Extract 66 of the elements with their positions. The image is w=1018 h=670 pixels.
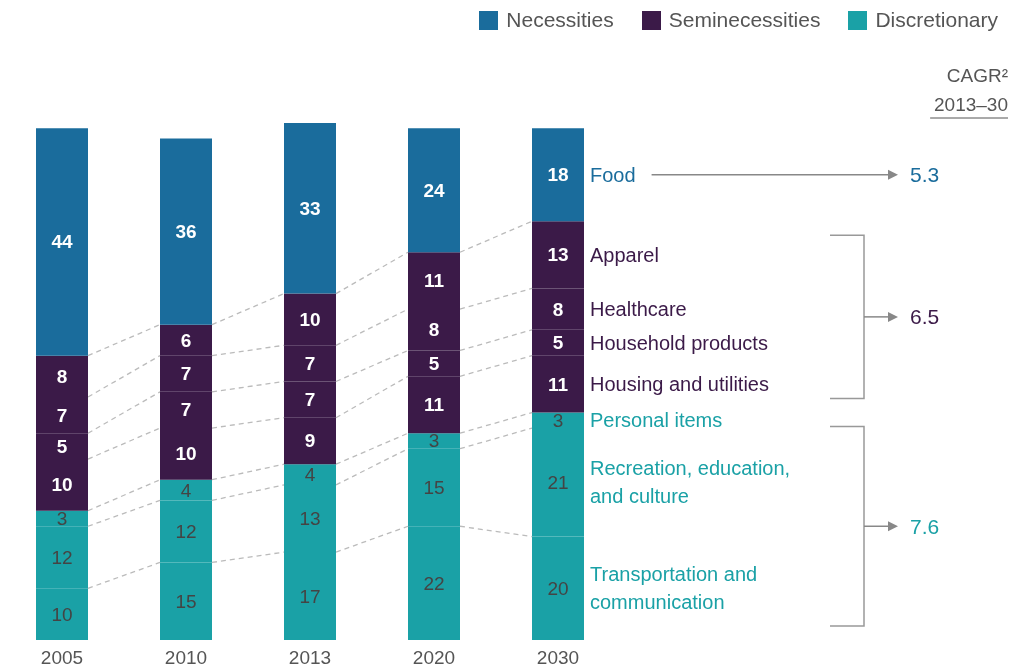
- data-label: 4: [180, 479, 192, 501]
- data-label: 33: [299, 197, 321, 219]
- series-label: Household products: [590, 331, 768, 354]
- series-label: Personal items: [590, 409, 723, 432]
- data-label: 5: [428, 352, 440, 374]
- bar: [160, 138, 212, 325]
- data-label: 11: [423, 394, 445, 416]
- text: Discretionary: [875, 8, 998, 32]
- data-label: 36: [175, 221, 197, 243]
- text: Seminecessities: [668, 8, 821, 32]
- text: Necessities: [506, 8, 614, 32]
- text: 6.5: [910, 305, 940, 329]
- data-label: 13: [547, 244, 569, 266]
- data-label: 7: [304, 352, 316, 374]
- data-label: 24: [423, 179, 445, 201]
- text: 2013–30: [934, 93, 1008, 115]
- x-tick-label: 2030: [536, 647, 580, 668]
- data-label: 10: [299, 308, 321, 330]
- data-label: 18: [547, 164, 569, 186]
- data-label: 12: [175, 520, 197, 542]
- data-label: 4: [304, 464, 316, 486]
- series-label: Recreation, education, and culture: [590, 457, 791, 508]
- data-label: 44: [51, 231, 73, 253]
- data-label: 11: [547, 373, 569, 395]
- series-label: Apparel: [590, 243, 659, 266]
- data-label: 5: [56, 435, 68, 457]
- data-label: 11: [423, 270, 445, 292]
- x-tick-label: 2010: [164, 647, 208, 668]
- bar: [532, 128, 584, 222]
- text: 5.3: [910, 163, 940, 187]
- x-tick-label: 2013: [288, 647, 332, 668]
- series-label: Housing and utilities: [590, 373, 769, 396]
- series-label: Food: [590, 163, 636, 186]
- data-label: 10: [51, 474, 73, 496]
- data-label: 7: [56, 404, 68, 426]
- text: CAGR²: [946, 64, 1008, 86]
- data-label: 15: [175, 590, 197, 612]
- data-label: 22: [423, 572, 445, 594]
- text: 7.6: [910, 514, 940, 538]
- data-label: 3: [56, 508, 68, 530]
- bar: [36, 128, 88, 356]
- data-label: 20: [547, 577, 569, 599]
- data-label: 15: [423, 476, 445, 498]
- data-label: 7: [180, 363, 192, 385]
- data-label: 9: [304, 430, 316, 452]
- data-label: 10: [51, 603, 73, 625]
- data-label: 6: [180, 329, 192, 351]
- x-tick-label: 2020: [412, 647, 456, 668]
- x-tick-label: 2005: [40, 647, 84, 668]
- series-label: Transportation and communication: [590, 563, 758, 614]
- data-label: 10: [175, 443, 197, 465]
- data-label: 8: [552, 298, 564, 320]
- data-label: 8: [56, 365, 68, 387]
- bar: [284, 123, 336, 294]
- data-label: 17: [299, 585, 321, 607]
- data-label: 7: [304, 389, 316, 411]
- data-label: 12: [51, 546, 73, 568]
- data-label: 21: [547, 471, 569, 493]
- data-label: 3: [428, 430, 440, 452]
- data-label: 13: [299, 508, 321, 530]
- data-label: 7: [180, 399, 192, 421]
- data-label: 8: [428, 319, 440, 341]
- bar: [408, 128, 460, 253]
- data-label: 5: [552, 332, 564, 354]
- series-label: Healthcare: [590, 298, 687, 321]
- data-label: 3: [552, 409, 564, 431]
